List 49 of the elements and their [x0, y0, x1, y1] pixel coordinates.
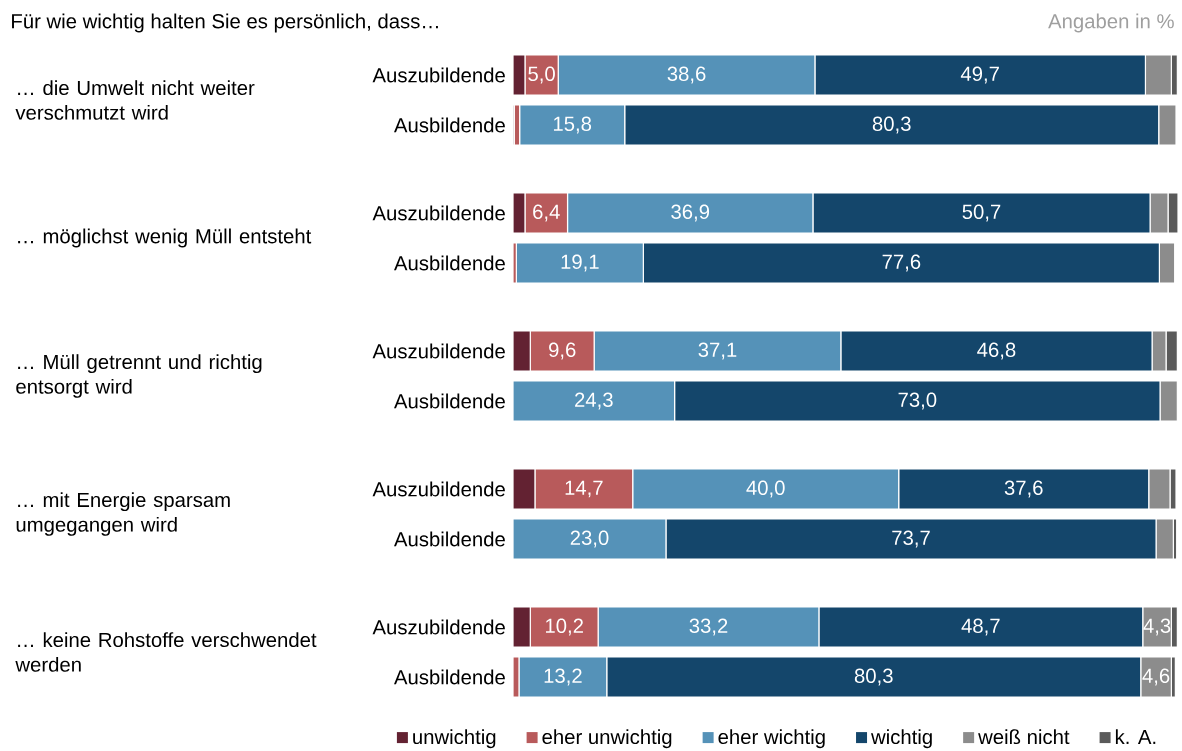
y-tick-label: Ausbildende: [393, 669, 505, 685]
data-label: 49,7: [960, 66, 999, 84]
data-label: 50,7: [962, 204, 1001, 222]
text: Angaben in %: [1048, 13, 1174, 33]
y-tick-label: Auszubildende: [372, 67, 505, 83]
y-tick-label: Auszubildende: [372, 343, 505, 359]
data-label: 80,3: [854, 668, 893, 686]
data-label: 73,0: [898, 392, 937, 410]
data-label: 37,1: [698, 342, 737, 360]
data-label: 6,4: [533, 204, 560, 222]
data-label: 10,2: [546, 618, 583, 636]
text: … die Umwelt nicht weiter verschmutzt wird: [15, 80, 255, 120]
data-label: 38,6: [667, 66, 706, 84]
data-label: 37,6: [1004, 480, 1043, 498]
legend-label: k. A.: [1115, 729, 1156, 744]
legend-label: unwichtig: [413, 729, 496, 749]
y-tick-label: Ausbildende: [393, 531, 505, 547]
data-label: 36,9: [671, 204, 710, 222]
data-label: 4,6: [1142, 668, 1170, 686]
data-label: 80,3: [872, 116, 911, 134]
y-tick-label: Ausbildende: [393, 117, 505, 133]
y-tick-label: Ausbildende: [393, 255, 505, 271]
y-tick-label: Auszubildende: [372, 481, 505, 497]
legend-label: eher wichtig: [718, 729, 825, 749]
legend-label: weiß nicht: [978, 729, 1070, 745]
data-label: 14,7: [565, 480, 603, 498]
text: … Müll getrennt und richtig entsorgt wird: [16, 354, 262, 398]
y-tick-label: Ausbildende: [393, 393, 505, 409]
y-tick-label: Auszubildende: [372, 619, 505, 635]
data-label: 9,6: [549, 342, 576, 360]
data-label: 48,7: [961, 618, 1000, 636]
data-label: 77,6: [882, 254, 921, 272]
data-label: 73,7: [892, 530, 930, 548]
data-label: 19,1: [561, 254, 599, 272]
data-label: 46,8: [977, 342, 1016, 360]
data-label: 40,0: [746, 480, 785, 498]
data-label: 23,0: [570, 530, 609, 548]
data-label: 5,0: [528, 66, 555, 84]
legend-label: eher unwichtig: [542, 729, 672, 749]
y-tick-label: Auszubildende: [372, 205, 505, 221]
text: … mit Energie sparsam umgegangen wird: [16, 492, 230, 536]
data-label: 15,8: [553, 116, 592, 134]
text: Für wie wichtig halten Sie es persönlich, dass…: [12, 13, 438, 33]
data-label: 33,2: [689, 618, 728, 636]
text: … möglichst wenig Müll entsteht: [18, 228, 312, 248]
legend-label: wichtig: [870, 729, 932, 749]
text: … keine Rohstoffe verschwendet werden: [15, 632, 317, 672]
data-label: 24,3: [575, 392, 613, 410]
data-label: 13,2: [544, 668, 582, 686]
